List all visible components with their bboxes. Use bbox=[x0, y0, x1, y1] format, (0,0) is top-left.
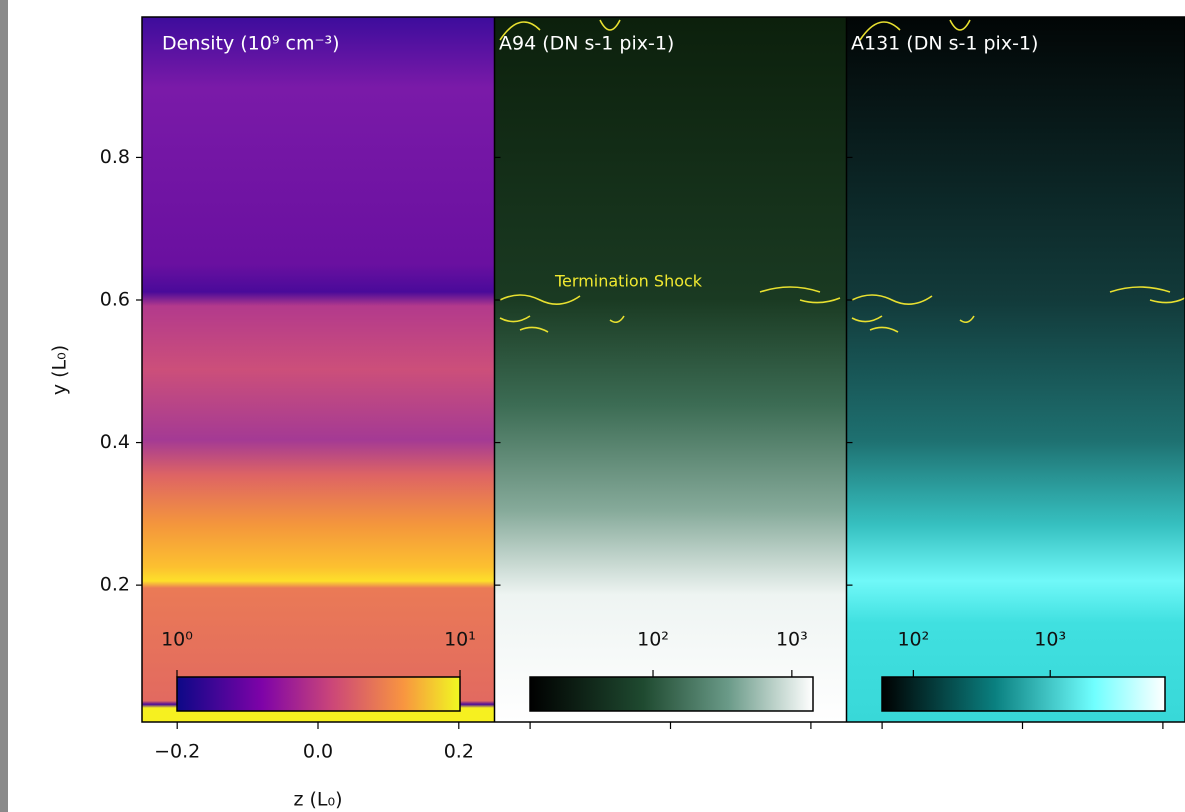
colorbar-tick-label: 10³ bbox=[776, 629, 808, 651]
window-edge bbox=[0, 0, 8, 812]
colorbar-tick-label: 10⁰ bbox=[161, 629, 193, 651]
a94-image bbox=[495, 17, 846, 722]
y-axis-label: y (L₀) bbox=[49, 345, 71, 395]
y-tick-label: 0.6 bbox=[100, 288, 130, 310]
y-tick-label: 0.2 bbox=[100, 574, 130, 596]
colorbar-tick-label: 10² bbox=[637, 629, 669, 651]
y-tick-label: 0.8 bbox=[100, 146, 130, 168]
x-tick-label: −0.2 bbox=[154, 741, 200, 763]
colorbar bbox=[881, 676, 1166, 712]
colorbar-tick-label: 10² bbox=[897, 629, 929, 651]
panel-title: A94 (DN s-1 pix-1) bbox=[499, 33, 674, 55]
y-tick-label: 0.4 bbox=[100, 431, 130, 453]
x-axis-label: z (L₀) bbox=[293, 789, 342, 811]
colorbar-tick-label: 10¹ bbox=[444, 629, 476, 651]
contours bbox=[499, 19, 1185, 333]
colorbar bbox=[176, 676, 461, 712]
colorbar-tick-label: 10³ bbox=[1034, 629, 1066, 651]
annotation: Termination Shock bbox=[554, 272, 703, 291]
colorbar bbox=[529, 676, 814, 712]
panel-title: A131 (DN s-1 pix-1) bbox=[851, 33, 1038, 55]
x-tick-label: 0.0 bbox=[303, 741, 333, 763]
x-tick-label: 0.2 bbox=[444, 741, 474, 763]
panel-title: Density (10⁹ cm⁻³) bbox=[162, 33, 340, 55]
a131-image bbox=[847, 17, 1185, 722]
axes-frame bbox=[141, 16, 1185, 723]
density-image bbox=[142, 17, 494, 722]
